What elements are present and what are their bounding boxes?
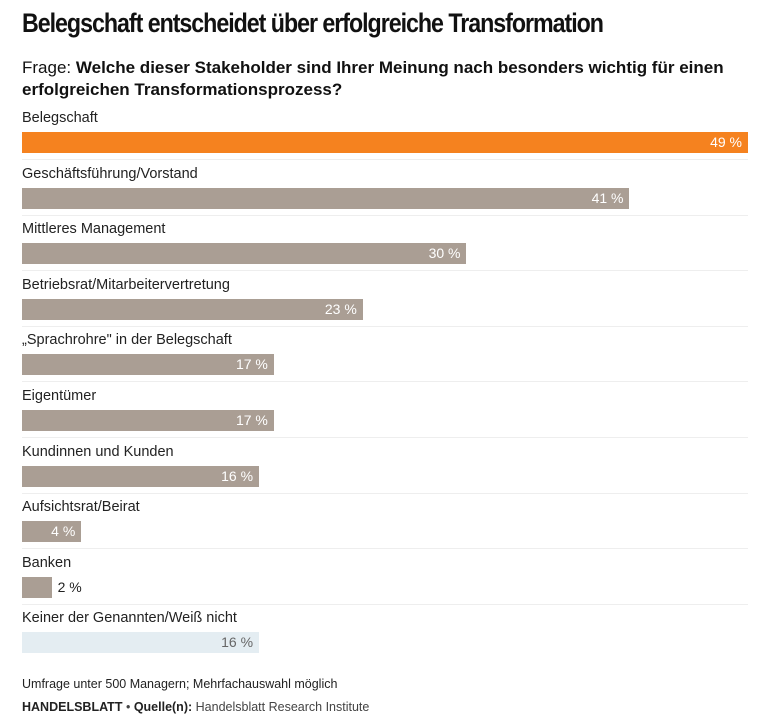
question-prefix: Frage: (22, 58, 72, 77)
chart-title: Belegschaft entscheidet über erfolgreich… (22, 8, 604, 38)
value-label: 30 % (428, 245, 461, 262)
value-label: 23 % (324, 300, 357, 317)
bar (22, 521, 82, 543)
source-line: HANDELSBLATT • Quelle(n): Handelsblatt R… (22, 700, 369, 714)
value-label: 17 % (235, 412, 268, 428)
value-label: 49 % (710, 134, 742, 150)
value-label: 41 % (591, 189, 624, 206)
row-separator (22, 159, 748, 160)
bullet-separator: • (125, 700, 131, 714)
question-text: Welche dieser Stakeholder sind Ihrer Mei… (22, 58, 724, 99)
bar (22, 243, 467, 265)
source-label: Quelle(n): (133, 700, 193, 714)
category-label: Eigentümer (22, 388, 97, 404)
bar (22, 576, 52, 598)
bar (22, 187, 630, 209)
value-label: 2 % (57, 578, 82, 595)
footnote: Umfrage unter 500 Managern; Mehrfachausw… (22, 677, 338, 691)
row-separator (22, 214, 748, 216)
bar (22, 132, 748, 153)
category-label: Banken (22, 554, 72, 571)
category-label: Betriebsrat/Mitarbeitervertretung (22, 276, 230, 293)
row-separator (22, 492, 748, 494)
row-separator (22, 437, 748, 438)
category-label: Kundinnen und Kunden (22, 443, 174, 460)
bar (22, 465, 260, 487)
bar (22, 410, 274, 431)
value-label: 4 % (51, 523, 76, 540)
brand-name: HANDELSBLATT (22, 700, 123, 714)
bar (22, 354, 274, 376)
row-separator (22, 270, 748, 272)
source-name: Handelsblatt Research Institute (195, 700, 370, 714)
row-separator (22, 603, 748, 605)
row-separator (22, 381, 748, 383)
row-separator (22, 325, 748, 327)
bar (22, 632, 260, 654)
value-label: 16 % (221, 467, 254, 484)
bar (22, 298, 363, 320)
category-label: Geschäftsführung/Vorstand (22, 165, 198, 182)
category-label: Mittleres Management (22, 221, 166, 238)
category-label: Aufsichtsrat/Beirat (22, 499, 140, 516)
category-label: Keiner der Genannten/Weiß nicht (22, 610, 237, 627)
chart-question: Frage: Welche dieser Stakeholder sind Ih… (22, 57, 742, 101)
value-label: 17 % (235, 356, 268, 373)
category-label: „Sprachrohre" in der Belegschaft (22, 332, 232, 349)
category-label: Belegschaft (22, 110, 98, 126)
value-label: 16 % (221, 634, 254, 651)
row-separator (22, 548, 748, 550)
